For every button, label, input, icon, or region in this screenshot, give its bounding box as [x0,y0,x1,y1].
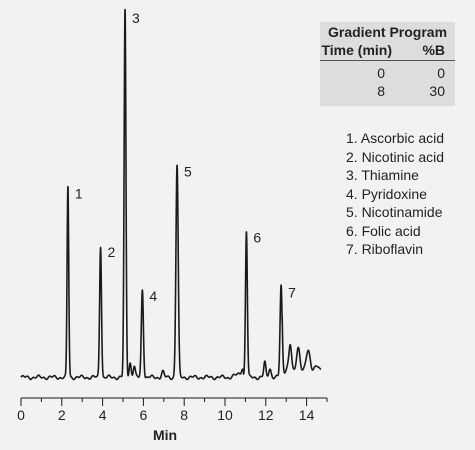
legend-item: 4. Pyridoxine [346,185,427,202]
peak-label: 3 [132,10,140,26]
peak-label: 4 [149,288,157,304]
peak-label: 6 [253,230,261,246]
gradient-time-cell: 0 [377,65,385,81]
b-column-header: %B [422,42,445,58]
gradient-program-table: Gradient Program Time (min) %B 0 0 8 30 [320,22,455,106]
legend-item: 6. Folic acid [346,222,421,239]
time-column-header: Time (min) [321,42,392,58]
gradient-time-cell: 8 [377,83,385,99]
peak-label: 5 [184,164,192,180]
peak-legend: 1. Ascorbic acid 2. Nicotinic acid 3. Th… [346,129,444,259]
x-tick-label: 10 [217,407,233,423]
legend-item: 2. Nicotinic acid [346,148,445,165]
gradient-row: 8 30 [320,83,455,101]
gradient-row: 0 0 [320,65,455,83]
chromatogram-trace-layer [20,8,322,381]
legend-item: 7. Riboflavin [346,241,424,257]
peak-label: 2 [108,244,116,260]
gradient-b-cell: 0 [437,65,445,81]
gradient-program-header: Time (min) %B [320,42,455,61]
chromatogram-trace [20,8,322,381]
x-tick-label: 14 [299,407,315,423]
peak-label: 1 [75,186,83,202]
x-tick-label: 6 [140,407,148,423]
legend-item: 5. Nicotinamide [346,204,443,220]
peak-label: 7 [288,285,296,301]
x-tick-label: 4 [99,407,107,423]
gradient-program-title: Gradient Program [327,24,448,40]
x-tick-label: 2 [58,407,66,423]
x-tick-label: 12 [258,407,274,423]
legend-item: 3. Thiamine [346,167,419,183]
legend-item: 1. Ascorbic acid [346,130,445,146]
x-axis: 0 2 4 6 8 10 12 14 [17,397,328,423]
x-tick-label: 8 [180,407,188,423]
gradient-b-cell: 30 [429,83,445,99]
x-tick-label: 0 [17,407,25,423]
peak-labels: 1 2 3 4 5 6 7 [75,10,296,304]
x-axis-label: Min [152,427,178,443]
